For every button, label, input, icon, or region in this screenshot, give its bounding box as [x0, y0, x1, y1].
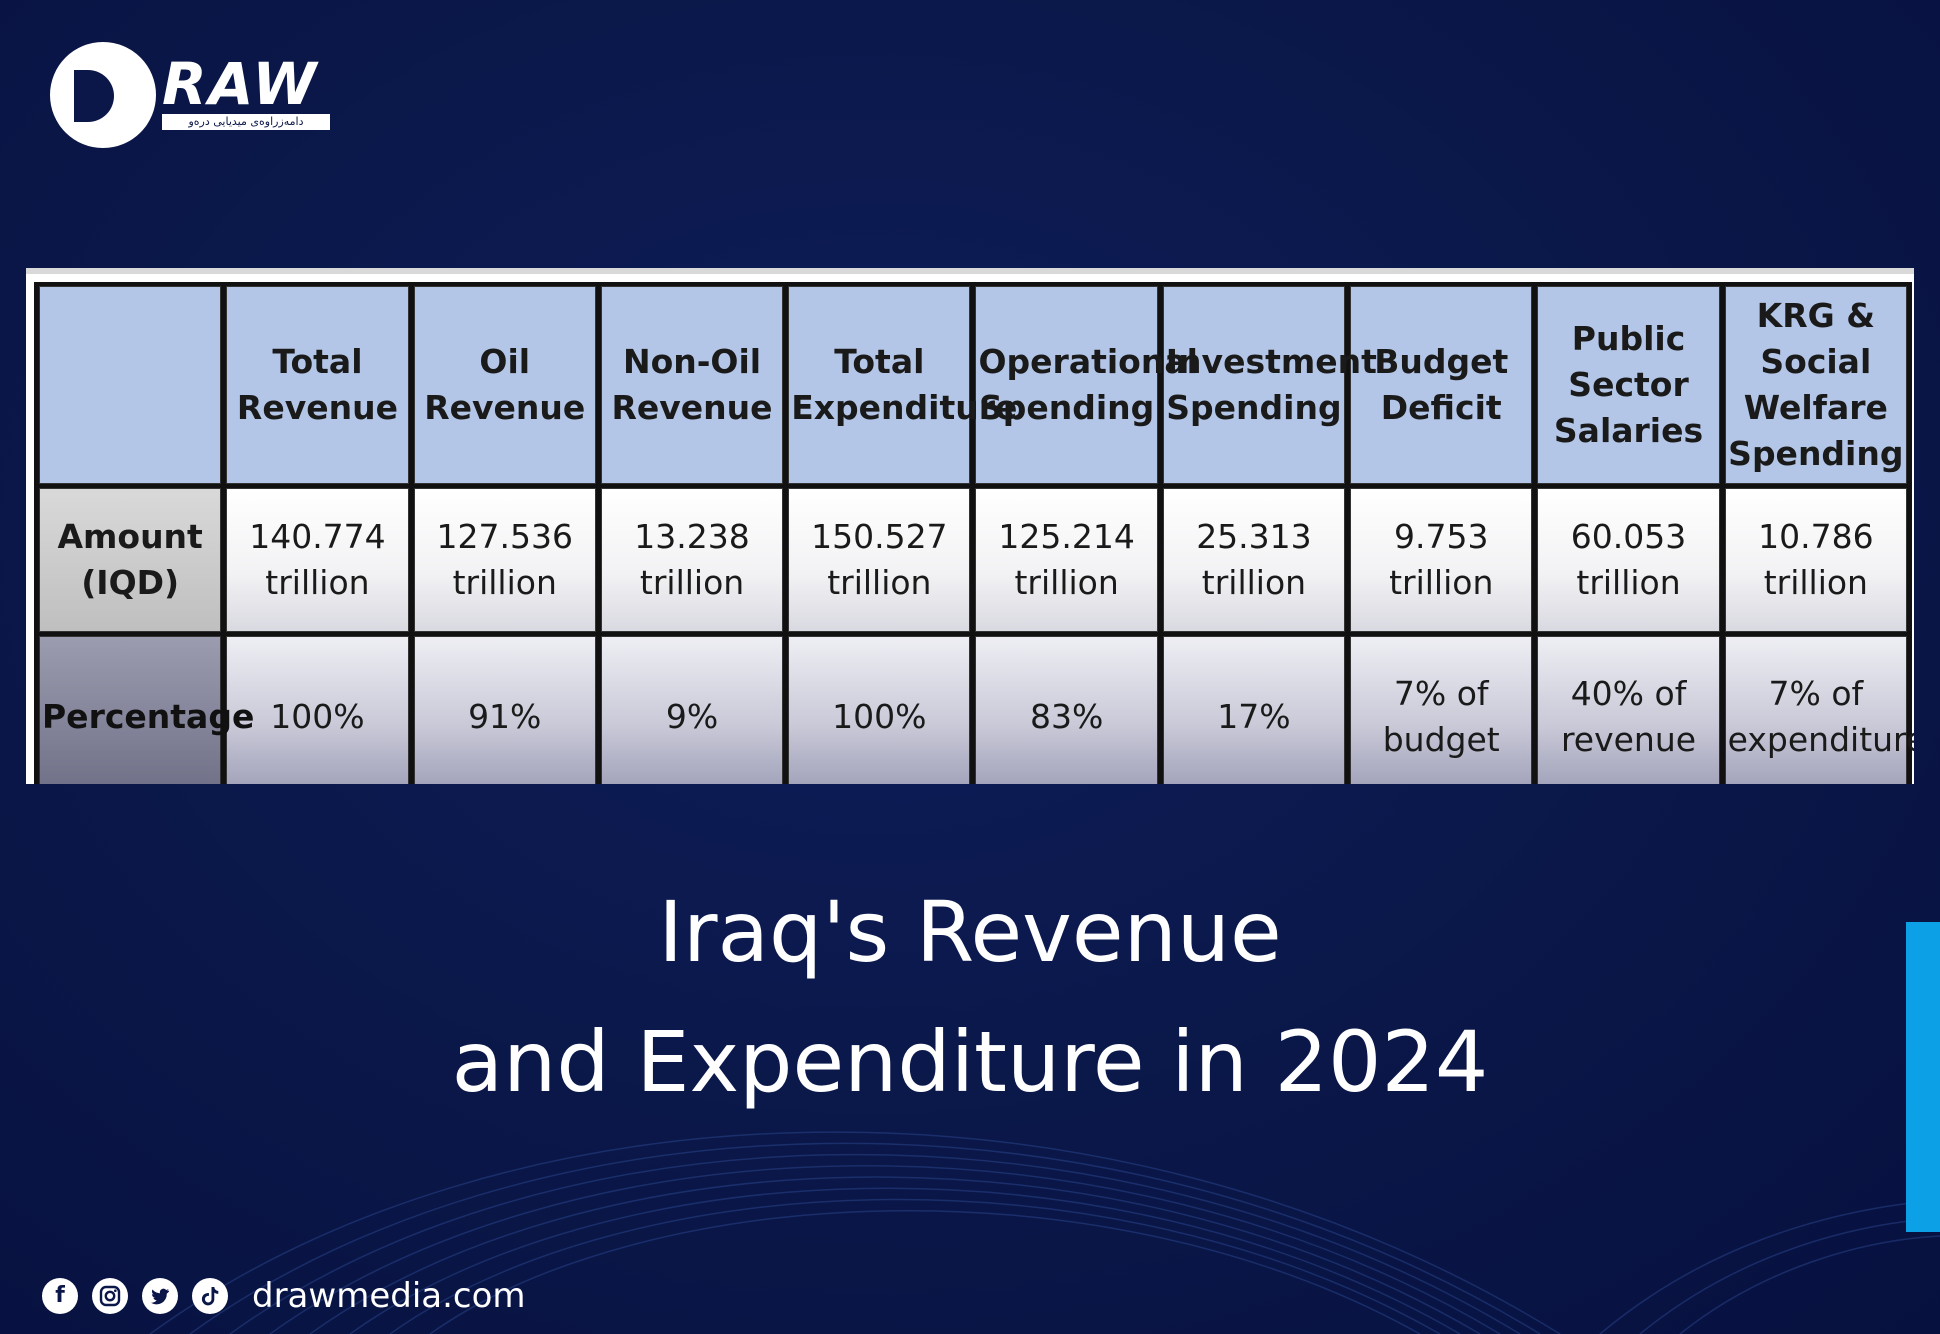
- table-cell: 17%: [1162, 636, 1346, 784]
- instagram-icon[interactable]: [92, 1278, 128, 1314]
- header-operational-spending: Operational Spending: [975, 286, 1198, 484]
- table-row-percentage: Percentage 100% 91% 9% 100% 83% 17% 7% o…: [39, 636, 1914, 784]
- header-non-oil-revenue: Non-Oil Revenue: [600, 286, 784, 484]
- header-public-sector-salaries: Public Sector Salaries: [1537, 286, 1720, 484]
- table-cell: 7% of expenditure: [1724, 636, 1914, 784]
- table-row-amount: Amount (IQD) 140.774 trillion 127.536 tr…: [39, 488, 1907, 632]
- website-link[interactable]: drawmedia.com: [252, 1276, 526, 1316]
- twitter-glyph: [151, 1288, 169, 1305]
- table-cell: 125.214 trillion: [975, 488, 1158, 632]
- table-cell: 10.786 trillion: [1724, 488, 1907, 632]
- table-cell: 100%: [788, 636, 971, 784]
- table-cell: 127.536 trillion: [413, 488, 596, 632]
- table-cell: 40% of revenue: [1537, 636, 1720, 784]
- header-total-revenue: Total Revenue: [226, 286, 409, 484]
- header-krg-social-welfare: KRG & Social Welfare Spending: [1724, 286, 1907, 484]
- header-budget-deficit: Budget Deficit: [1350, 286, 1533, 484]
- table-cell: 100%: [226, 636, 409, 784]
- table-container: Total Revenue Oil Revenue Non-Oil Revenu…: [26, 268, 1914, 784]
- tiktok-icon[interactable]: [192, 1278, 228, 1314]
- table-cell: 91%: [413, 636, 596, 784]
- row-label-percentage: Percentage: [39, 636, 254, 784]
- logo-tagline: دامەزراوەی میدیایی درەو: [162, 114, 330, 130]
- table-cell: 7% of budget: [1350, 636, 1533, 784]
- page-title-line2: and Expenditure in 2024: [451, 1013, 1489, 1111]
- logo-d-mark: [74, 70, 114, 122]
- header-total-expenditure: Total Expenditure: [788, 286, 1017, 484]
- accent-bar: [1906, 922, 1940, 1232]
- table-cell: 60.053 trillion: [1537, 488, 1720, 632]
- table-cell: 9%: [600, 636, 784, 784]
- table-cell: 140.774 trillion: [226, 488, 409, 632]
- logo-wordmark: RAW: [162, 50, 319, 118]
- page-title-line1: Iraq's Revenue: [658, 883, 1282, 981]
- header-oil-revenue: Oil Revenue: [413, 286, 596, 484]
- revenue-expenditure-table: Total Revenue Oil Revenue Non-Oil Revenu…: [34, 282, 1914, 784]
- header-investment-spending: Investment Spending: [1162, 286, 1377, 484]
- row-label-amount: Amount (IQD): [39, 488, 222, 632]
- table-cell: 9.753 trillion: [1350, 488, 1533, 632]
- logo-circle: [50, 42, 156, 148]
- table-cell: 83%: [975, 636, 1158, 784]
- table-corner-cell: [39, 286, 222, 484]
- table-cell: 150.527 trillion: [788, 488, 971, 632]
- table-cell: 25.313 trillion: [1162, 488, 1346, 632]
- instagram-glyph: [99, 1285, 121, 1307]
- twitter-icon[interactable]: [142, 1278, 178, 1314]
- draw-logo: RAW دامەزراوەی میدیایی درەو: [50, 40, 350, 155]
- facebook-icon[interactable]: f: [42, 1278, 78, 1314]
- table-header-row: Total Revenue Oil Revenue Non-Oil Revenu…: [39, 286, 1907, 484]
- table-cell: 13.238 trillion: [600, 488, 784, 632]
- tiktok-glyph: [201, 1287, 219, 1306]
